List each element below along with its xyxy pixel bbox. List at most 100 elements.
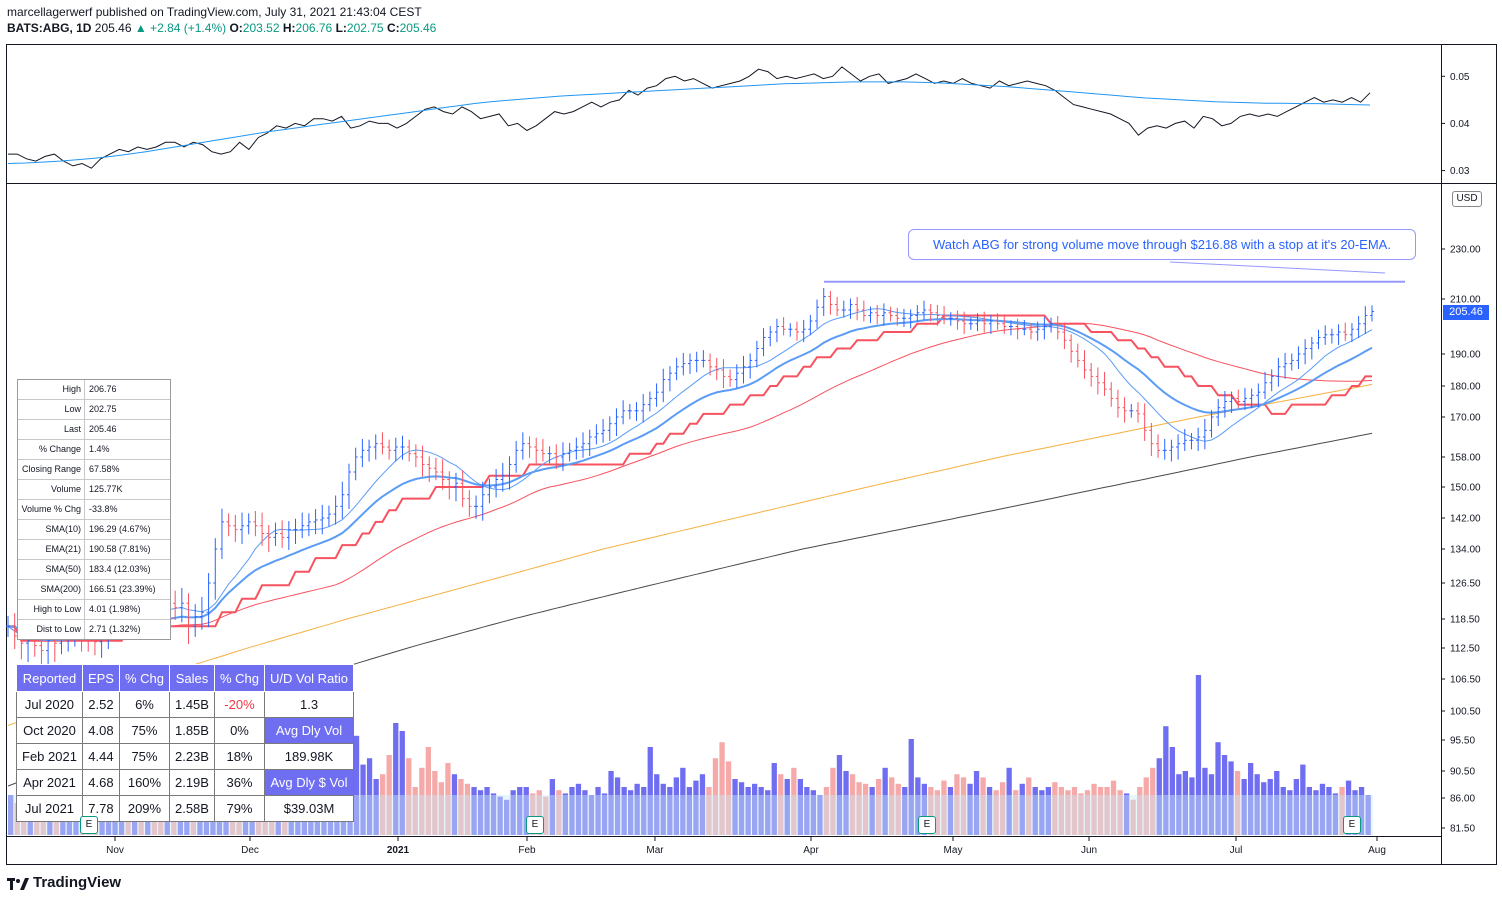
- price-bar: [193, 604, 198, 637]
- earnings-cell: Feb 2021: [16, 743, 83, 770]
- price-bar: [367, 439, 372, 462]
- earnings-cell: Oct 2020: [16, 717, 83, 744]
- stats-label: High to Low: [18, 600, 85, 619]
- price-bar: [1269, 369, 1274, 392]
- currency-badge[interactable]: USD: [1452, 191, 1482, 207]
- price-bar: [928, 303, 933, 322]
- volume-bar: [1332, 793, 1339, 835]
- stats-panel: High 206.76 Low 202.75 Last 205.46 % Change…: [17, 379, 171, 640]
- volume-bar: [1000, 782, 1006, 835]
- volume-bar: [699, 774, 706, 835]
- price-bar: [1229, 391, 1234, 413]
- volume-bar: [536, 790, 542, 835]
- price-bar: [741, 355, 746, 384]
- price-bar: [1102, 371, 1107, 396]
- symbol-info: BATS:ABG, 1D 205.46 ▲ +2.84 (+1.4%) O:20…: [7, 21, 436, 35]
- volume-bar: [634, 783, 640, 835]
- earnings-cell: -20%: [213, 691, 266, 718]
- price-bar: [1169, 439, 1174, 462]
- volume-bar: [993, 790, 999, 835]
- stats-label: Volume % Chg: [18, 500, 85, 519]
- ratio-tick-label: 0.04: [1450, 119, 1470, 130]
- volume-bar: [862, 783, 869, 835]
- volume-bar: [1358, 787, 1365, 835]
- earnings-cell: Jul 2020: [16, 691, 83, 718]
- ratio-line: [8, 66, 1371, 169]
- price-tick-label: 106.50: [1450, 675, 1481, 686]
- earnings-cell: 0%: [213, 717, 266, 744]
- price-bar: [253, 511, 258, 537]
- volume-bar: [549, 779, 555, 835]
- sma10-line: [7, 308, 1373, 642]
- ratio-lines: [7, 66, 1371, 169]
- price-bar: [326, 505, 331, 527]
- volume-bar: [1032, 787, 1038, 835]
- price-bar: [761, 328, 766, 357]
- price-bar: [266, 524, 271, 553]
- volume-bar: [366, 758, 373, 835]
- volume-bar: [869, 787, 875, 835]
- price-bar: [540, 439, 545, 462]
- price-bar: [1209, 410, 1214, 438]
- price-bar: [574, 437, 579, 460]
- price-bar: [828, 291, 833, 315]
- earnings-row: Oct 2020 4.08 75% 1.85B 0% Avg Dly Vol: [16, 717, 355, 744]
- time-tick-label: Dec: [241, 845, 259, 856]
- stats-value: 67.58%: [89, 464, 120, 474]
- price-bar: [1236, 389, 1241, 409]
- earnings-cell: 1.45B: [168, 691, 215, 718]
- volume-bar: [1039, 790, 1045, 835]
- stats-label: Last: [18, 420, 85, 439]
- earnings-badge[interactable]: E: [918, 816, 936, 834]
- earnings-badge[interactable]: E: [80, 816, 98, 834]
- stats-value: 2.71 (1.32%): [89, 624, 141, 634]
- price-bar: [1162, 439, 1167, 460]
- volume-bar: [530, 793, 536, 835]
- volume-bar: [1006, 767, 1012, 835]
- volume-bar: [823, 787, 830, 835]
- time-tick-label: Jun: [1081, 845, 1097, 856]
- volume-bar: [406, 758, 412, 835]
- stats-row: SMA(10) 196.29 (4.67%): [18, 520, 170, 540]
- price-bar: [1309, 336, 1314, 360]
- price-bar: [300, 512, 305, 539]
- time-tick-label: Feb: [518, 845, 536, 856]
- price-bar: [1082, 350, 1087, 379]
- volume-bar: [706, 787, 712, 835]
- earnings-table: Reported EPS % Chg Sales % Chg U/D Vol R…: [16, 664, 355, 822]
- price-bar: [1303, 339, 1308, 365]
- price-bar: [1256, 383, 1261, 407]
- annotation-callout[interactable]: Watch ABG for strong volume move through…: [908, 229, 1416, 260]
- volume-bar: [1215, 742, 1221, 835]
- volume-bar: [928, 787, 934, 835]
- earnings-badge[interactable]: E: [1343, 816, 1361, 834]
- price-bar: [861, 300, 866, 322]
- earnings-cell: 189.98K: [263, 743, 355, 770]
- volume-bar: [425, 747, 431, 835]
- earnings-cell: 1.85B: [168, 717, 215, 744]
- price-bar: [206, 573, 211, 628]
- stats-label: SMA(10): [18, 520, 85, 539]
- price-bar: [286, 521, 291, 550]
- volume-bar: [1052, 782, 1058, 835]
- price-bar: [306, 513, 311, 537]
- volume-bar: [1150, 767, 1156, 835]
- earnings-cell: 18%: [213, 743, 266, 770]
- volume-bar: [934, 790, 940, 835]
- earnings-cell: Jul 2021: [16, 795, 83, 822]
- earnings-badge[interactable]: E: [526, 816, 544, 834]
- earnings-row: Jul 2021 7.78 209% 2.58B 79% $39.03M: [16, 795, 355, 822]
- volume-bar: [973, 771, 980, 835]
- price-bar: [1142, 403, 1147, 441]
- time-tick-label: Mar: [646, 845, 664, 856]
- tradingview-logo[interactable]: TradingView: [7, 874, 121, 891]
- stats-row: High to Low 4.01 (1.98%): [18, 600, 170, 620]
- volume-bar: [1234, 771, 1241, 835]
- brand-name: TradingView: [33, 874, 122, 891]
- price-bar: [1002, 314, 1007, 334]
- chart-frames: [6, 44, 1497, 865]
- volume-bar: [1352, 790, 1358, 835]
- time-tick-label: Jul: [1230, 845, 1243, 856]
- volume-bar: [1300, 764, 1306, 835]
- time-tick-label: Apr: [803, 845, 819, 856]
